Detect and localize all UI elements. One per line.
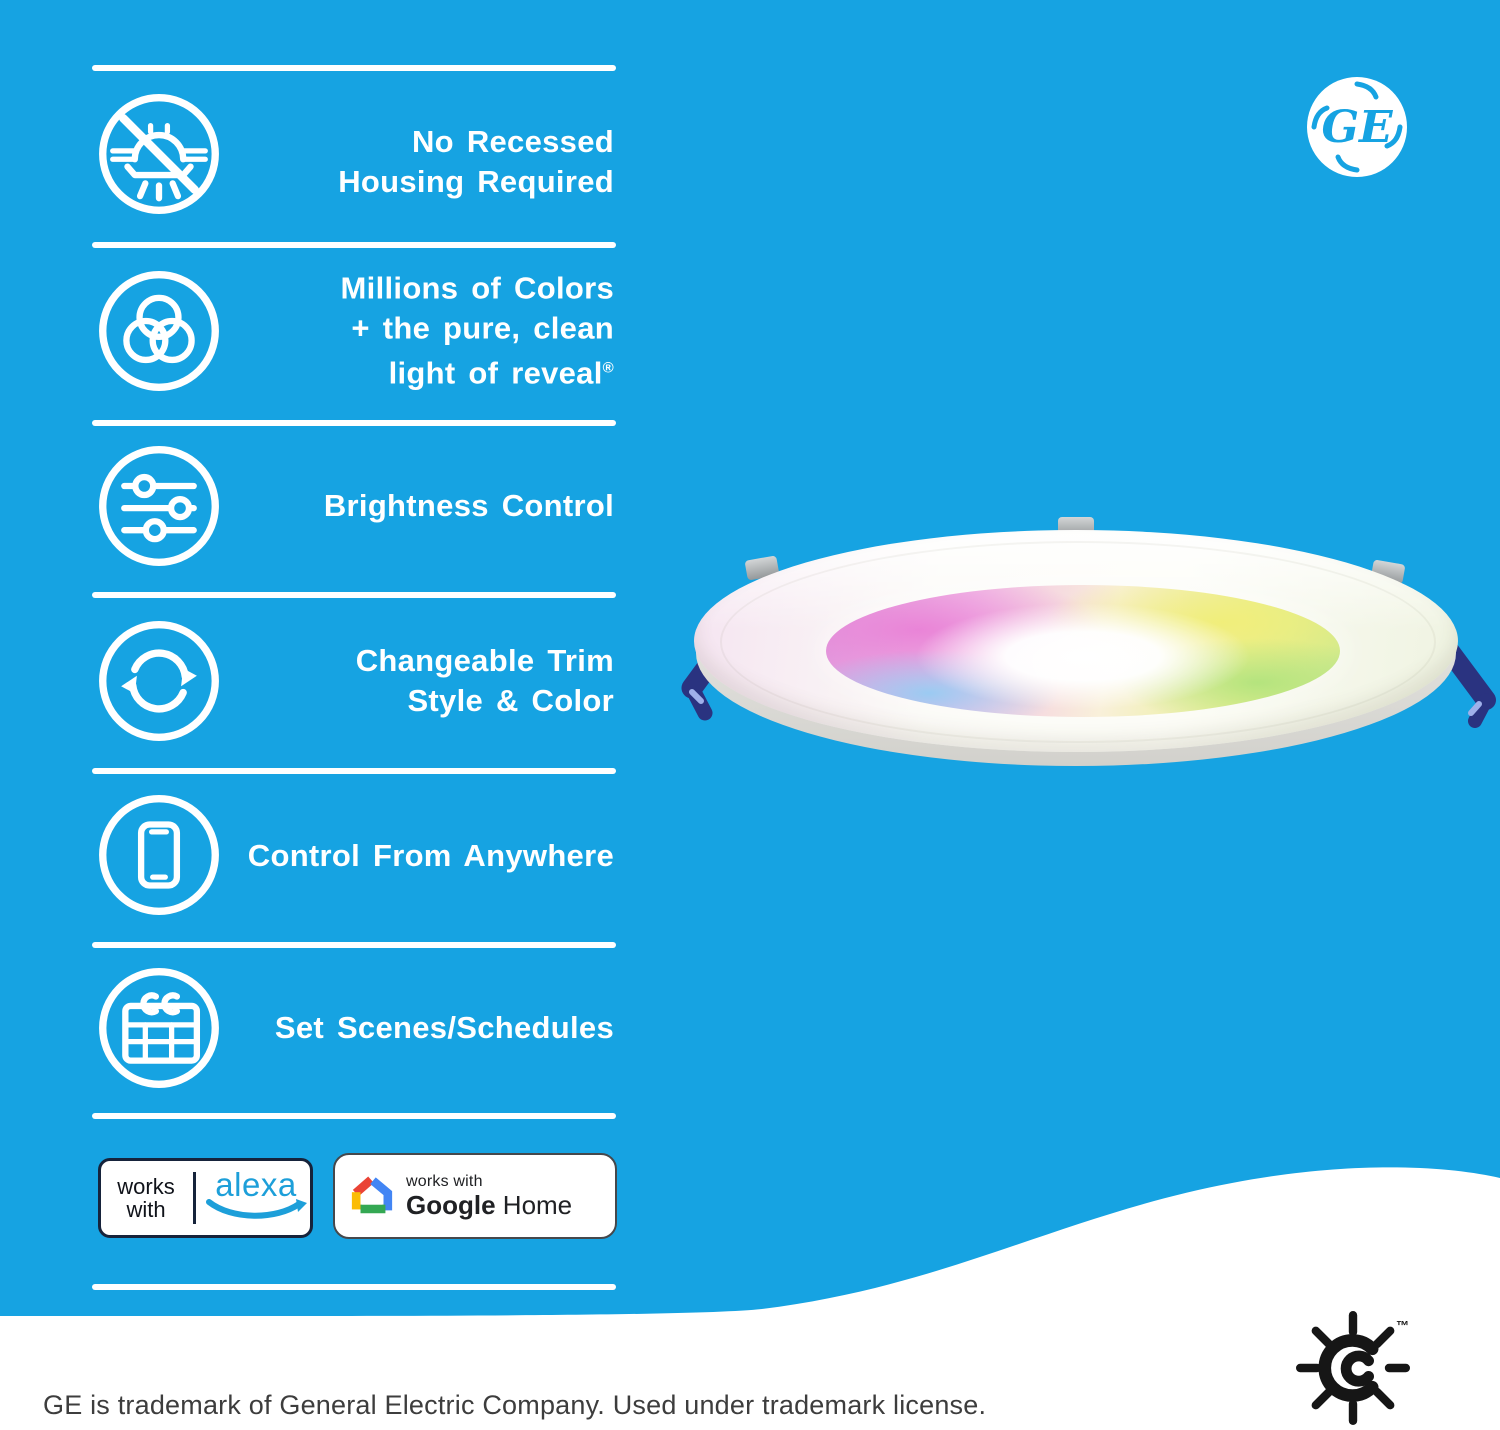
downlight-color-lens xyxy=(826,585,1340,717)
works-with-text: works with xyxy=(117,1174,175,1222)
ge-monogram-icon: GE xyxy=(1307,77,1407,177)
cync-sun-icon xyxy=(1296,1311,1410,1425)
badge-divider xyxy=(193,1172,196,1224)
millions-of-colors-icon xyxy=(98,270,220,392)
control-from-anywhere-icon xyxy=(98,794,220,916)
divider xyxy=(92,592,616,598)
feature-line: + the pure, clean xyxy=(351,310,614,346)
feature-line: Housing Required xyxy=(338,164,614,199)
divider xyxy=(92,942,616,948)
changeable-trim-icon xyxy=(98,620,220,742)
feature-label: No Recessed Housing Required xyxy=(338,122,614,202)
feature-label: Control From Anywhere xyxy=(248,836,614,876)
divider xyxy=(92,1284,616,1290)
alexa-logo: alexa xyxy=(204,1165,308,1226)
works-with-google-home-badge: works with Google Home xyxy=(333,1153,617,1239)
cync-trademark: ™ xyxy=(1396,1318,1409,1333)
divider xyxy=(92,420,616,426)
feature-line: No Recessed xyxy=(411,124,614,159)
feature-label: Set Scenes/Schedules xyxy=(275,1008,614,1048)
feature-label: Millions of Colors + the pure, clean lig… xyxy=(341,268,614,393)
cync-logo xyxy=(1293,1306,1413,1430)
works-with-alexa-badge: works with alexa xyxy=(98,1158,313,1238)
feature-line: Control From Anywhere xyxy=(247,838,614,873)
divider xyxy=(92,1113,616,1119)
feature-label: Changeable Trim Style & Color xyxy=(356,641,614,721)
ge-logo: GE xyxy=(1305,75,1409,179)
ge-monogram-text: GE xyxy=(1321,102,1394,153)
alexa-wordmark: alexa xyxy=(215,1165,297,1203)
feature-line: Changeable Trim xyxy=(355,643,614,678)
no-recessed-housing-icon xyxy=(98,93,220,215)
divider xyxy=(92,768,616,774)
feature-line: Millions of Colors xyxy=(340,270,614,306)
google-home-icon xyxy=(351,1176,393,1214)
google-home-wordmark: Google Home xyxy=(406,1189,573,1220)
set-scenes-schedules-icon xyxy=(98,967,220,1089)
trademark-disclaimer: GE is trademark of General Electric Comp… xyxy=(43,1390,987,1420)
divider xyxy=(92,242,616,248)
amazon-smile-icon xyxy=(206,1198,307,1219)
registered-mark: ® xyxy=(602,359,614,377)
feature-line: light of reveal® xyxy=(388,355,614,391)
feature-line: Brightness Control xyxy=(323,488,614,523)
divider xyxy=(92,65,616,71)
feature-label: Brightness Control xyxy=(324,486,614,526)
brightness-control-icon xyxy=(98,445,220,567)
google-home-text: works with Google Home xyxy=(406,1172,573,1220)
downlight-rim-crease xyxy=(720,541,1436,743)
feature-line: Set Scenes/Schedules xyxy=(274,1010,614,1045)
feature-line: Style & Color xyxy=(407,683,614,718)
